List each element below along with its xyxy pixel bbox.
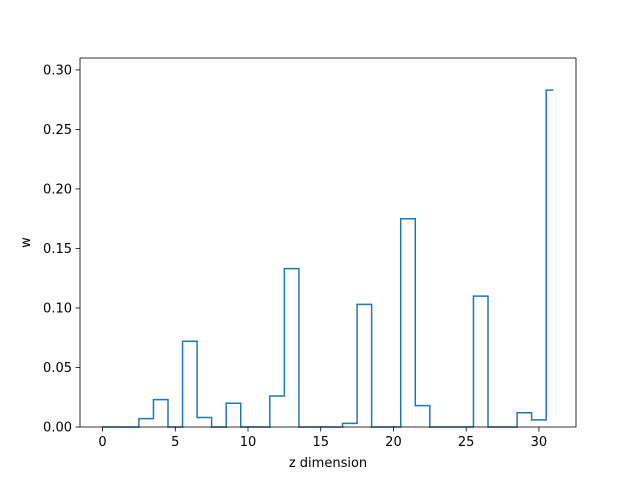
x-tick-label: 20	[385, 435, 402, 450]
x-axis-label: z dimension	[289, 456, 367, 471]
axes-frame	[79, 57, 577, 428]
y-tick-label: 0.20	[43, 182, 72, 197]
y-tick-label: 0.15	[43, 242, 72, 257]
x-tick-label: 10	[240, 435, 257, 450]
y-tick-label: 0.00	[43, 421, 72, 436]
y-axis-ticks: 0.00 0.05 0.10 0.15 0.20 0.25 0.30	[43, 63, 80, 436]
x-tick-label: 25	[458, 435, 475, 450]
y-tick-label: 0.10	[43, 301, 72, 316]
y-tick-label: 0.30	[43, 63, 72, 78]
x-tick-label: 30	[531, 435, 548, 450]
y-tick-label: 0.05	[43, 361, 72, 376]
x-tick-label: 0	[98, 435, 106, 450]
y-tick-label: 0.25	[43, 123, 72, 138]
x-tick-label: 5	[171, 435, 179, 450]
x-axis-ticks: 0 5 10 15 20 25 30	[98, 427, 547, 450]
x-tick-label: 15	[312, 435, 329, 450]
y-axis-label: w	[19, 237, 34, 248]
